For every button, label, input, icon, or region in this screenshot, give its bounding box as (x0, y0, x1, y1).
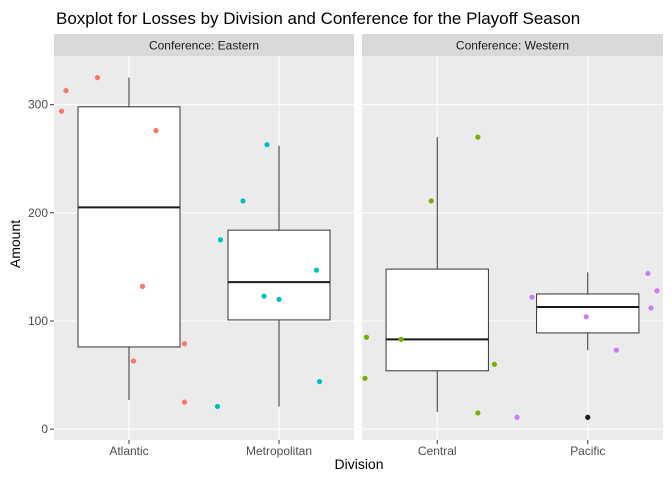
box-body (536, 293, 640, 334)
data-point (491, 361, 498, 367)
facet-strip-label: Conference: Eastern (149, 39, 259, 53)
x-tick-label: Metropolitan (246, 444, 312, 458)
chart-title: Boxplot for Losses by Division and Confe… (56, 9, 580, 28)
data-point (261, 293, 267, 299)
box-body (77, 106, 181, 348)
data-point (428, 198, 434, 204)
facet-panel-0: Conference: Eastern Atlantic Metropolitan (54, 34, 354, 458)
box-pacific (514, 270, 660, 420)
x-tick-label: Central (418, 444, 457, 458)
data-point (240, 198, 246, 204)
facet-strip-label: Conference: Western (456, 39, 569, 53)
box-body (227, 229, 331, 321)
data-point (276, 296, 282, 302)
data-point (583, 314, 589, 320)
data-point (613, 347, 619, 353)
y-tick-label: 200 (28, 206, 48, 220)
y-tick-label: 300 (28, 98, 48, 112)
box-atlantic (58, 75, 188, 405)
y-tick-label: 0 (41, 422, 48, 436)
box-metropolitan (214, 142, 331, 410)
data-point (645, 270, 651, 277)
data-point (181, 399, 188, 405)
box-central (362, 134, 498, 416)
data-point (514, 414, 520, 420)
data-point (362, 375, 368, 381)
facet-strip (362, 34, 663, 56)
box-body (385, 268, 489, 372)
data-point (139, 283, 146, 289)
facet-strip (54, 34, 354, 56)
data-point (398, 336, 404, 343)
data-point (181, 341, 188, 347)
data-point (529, 294, 535, 300)
facet-panel-1: Conference: Western Central Pacific (362, 34, 663, 458)
data-point (214, 403, 221, 410)
y-axis-title: Amount (7, 220, 23, 268)
data-point (475, 134, 481, 140)
data-point (316, 378, 323, 385)
x-tick-label: Pacific (570, 444, 605, 458)
data-point (153, 128, 159, 134)
data-point (264, 142, 270, 148)
outlier-point (585, 414, 591, 420)
panel-background (362, 56, 663, 440)
x-tick-label: Atlantic (109, 444, 148, 458)
data-point (313, 267, 320, 273)
data-point (363, 334, 370, 340)
data-point (94, 75, 101, 81)
x-axis-title: Division (334, 456, 383, 472)
y-tick-label: 100 (28, 314, 48, 328)
data-point (648, 305, 654, 311)
data-point (58, 108, 65, 114)
data-point (654, 288, 660, 294)
data-point (475, 410, 481, 416)
data-point (130, 358, 137, 364)
data-point (217, 237, 224, 243)
data-point (63, 88, 69, 94)
